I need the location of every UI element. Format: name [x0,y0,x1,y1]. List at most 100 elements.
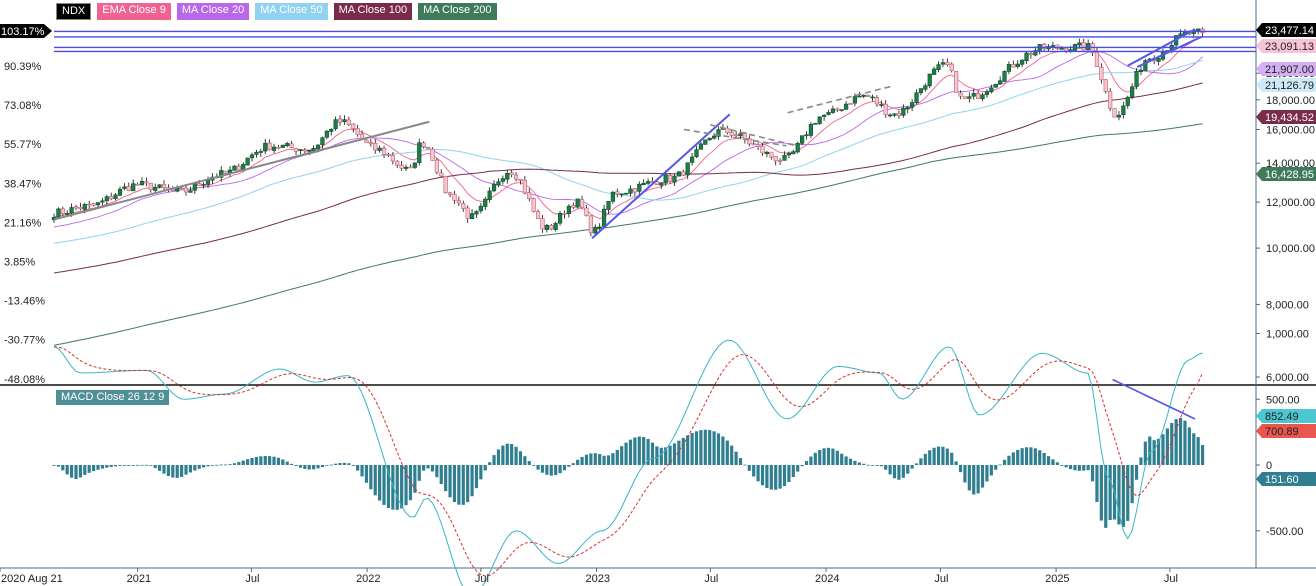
macd-histogram-bar [567,465,571,467]
macd-histogram-bar [202,465,206,468]
candle [914,89,919,105]
macd-histogram-bar [1099,465,1103,521]
candle-body [1138,69,1144,73]
badge-text: 852.49 [1265,411,1299,423]
candle-body [161,184,167,189]
macd-histogram-bar [74,465,78,479]
macd-histogram-bar [545,465,549,475]
candle-body [535,211,541,220]
legend-chip[interactable]: MA Close 100 [333,3,413,20]
macd-trendline [1112,378,1196,420]
macd-histogram-bar [492,455,496,465]
percent-tick-label: 73.08% [4,100,42,112]
macd-histogram-bar [725,440,729,465]
candle-body [839,109,844,111]
candle-body [993,83,998,88]
candle [113,192,118,201]
legend-chip[interactable]: EMA Close 9 [97,3,171,20]
candle-body [1011,64,1016,68]
macd-histogram-bar [1148,436,1152,465]
candle [879,100,884,108]
candle-body [866,95,871,97]
candle-body [1042,43,1047,50]
macd-histogram-bar [650,442,655,465]
macd-histogram-bar [888,465,892,475]
candle-body [681,171,686,176]
legend-chip[interactable]: MA Close 50 [255,3,328,20]
price-tick-label: 18,000.00 [1266,95,1315,107]
badge-shape [1256,78,1316,92]
macd-histogram-bar [61,465,65,471]
candle [870,94,875,102]
candle-body [888,114,893,117]
candle [786,151,792,159]
macd-histogram-bar [52,465,56,466]
candle [817,116,822,125]
macd-tick-label: -500.00 [1266,526,1303,538]
candle [844,101,849,110]
candle-body [1015,63,1020,67]
candle-body [830,108,836,113]
candle-body [1059,48,1064,50]
legend-chip[interactable]: NDX [56,3,92,20]
candle-body [280,144,285,148]
candle-body [1121,105,1126,116]
candle-body [73,206,79,209]
trendline [1127,28,1196,67]
candle [874,95,880,107]
candle [263,138,268,155]
candle-body [852,96,858,104]
macd-histogram-bar [422,465,426,471]
macd-histogram-bar [1134,465,1139,480]
candle [949,62,954,73]
candle-body [945,61,950,65]
candle [822,114,827,121]
candle-body [1081,42,1086,51]
candle-body [826,112,831,115]
macd-histogram-bar [540,465,545,473]
macd-histogram-bar [633,437,637,465]
candle-body [104,196,109,202]
candle [139,177,145,186]
candle-body [285,143,290,147]
macd-legend-chip[interactable]: MACD Close 26 12 9 [56,390,170,405]
candle-body [1028,53,1034,55]
candle [188,186,193,193]
macd-histogram-bar [430,465,435,472]
candle [487,187,492,203]
candle-body [923,85,928,90]
candle-body [527,192,532,200]
candle-body [329,129,334,132]
candle-body [333,119,338,130]
percent-tick-label: -13.46% [4,296,45,308]
candle-body [747,138,752,145]
macd-histogram-bar [391,465,395,510]
macd-histogram-bar [796,465,800,472]
macd-histogram-bar [549,465,553,476]
macd-histogram-bar [910,465,914,469]
candle-body [1103,79,1108,92]
macd-histogram-bar [1143,441,1147,465]
x-tick-label: Jul [475,573,489,585]
macd-histogram-bar [615,449,619,465]
legend-chip[interactable]: MA Close 20 [176,3,250,20]
candle-body [474,211,479,215]
candle [962,96,968,100]
candle-body [491,184,497,192]
x-tick-label: Jul [704,573,718,585]
candle-body [698,143,703,150]
macd-histogram-bar [818,449,822,465]
macd-histogram-bar [760,465,765,486]
candle [918,88,924,96]
candle-body [109,196,114,200]
candle-body [654,181,659,185]
macd-histogram-bar [364,465,369,483]
candle-body [439,172,444,177]
candle [1178,29,1183,37]
candle [764,150,770,158]
axes-layer: 6,000.008,000.0010,000.0012,000.0014,000… [0,61,1315,585]
candle [452,190,457,204]
macd-histogram-bar [510,444,514,465]
legend-chip[interactable]: MA Close 200 [418,3,497,20]
